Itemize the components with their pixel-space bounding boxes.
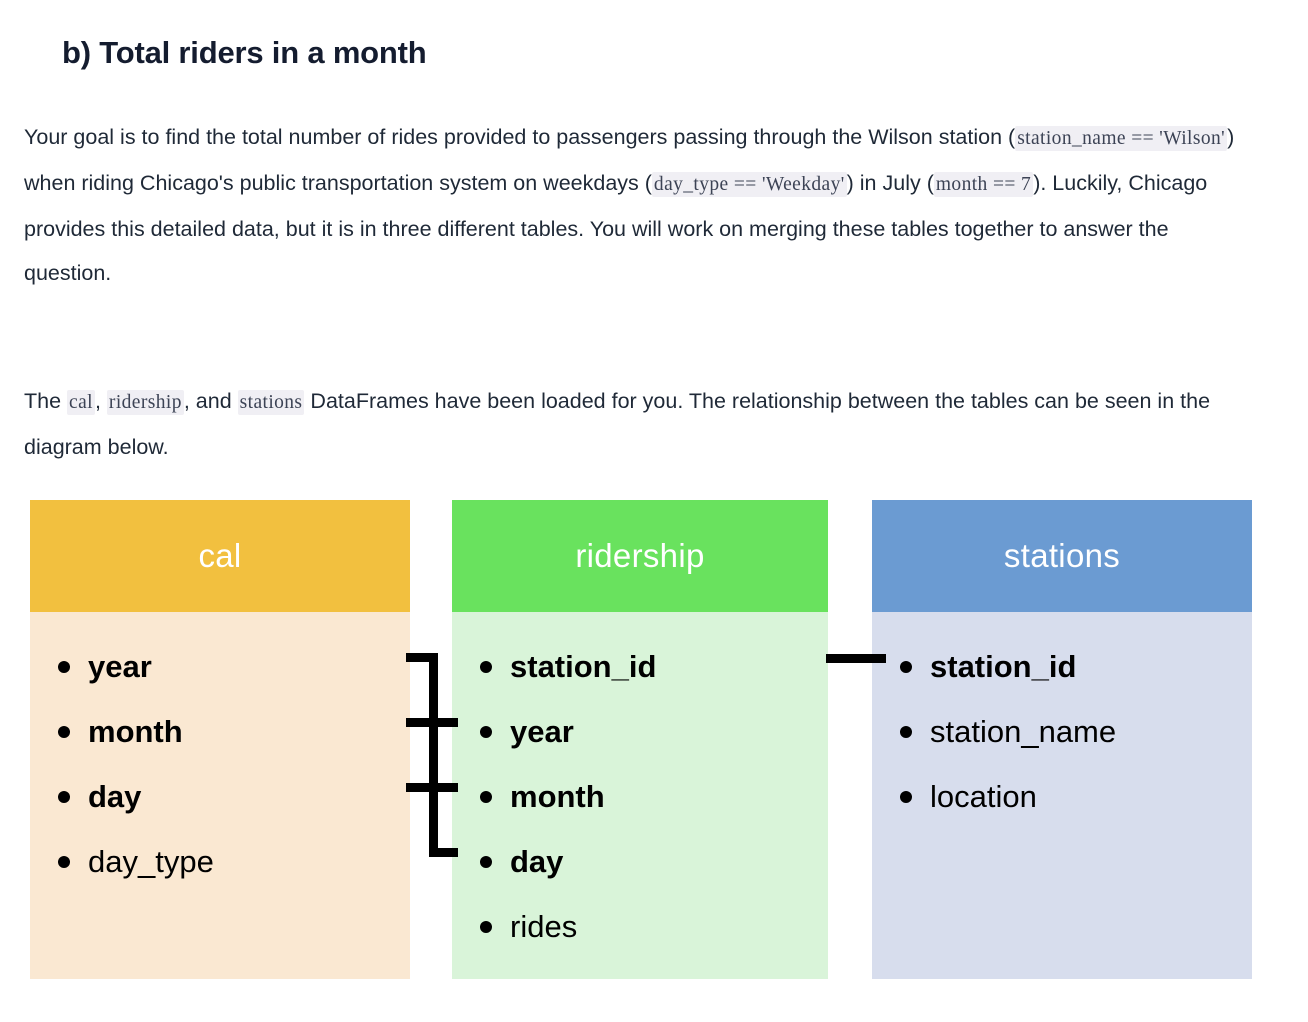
bullet-icon (900, 660, 912, 673)
connector-segment (429, 783, 458, 792)
field-label: location (930, 779, 1037, 814)
code-ridership-dataframe: ridership (106, 389, 184, 415)
field-label: rides (510, 909, 578, 944)
field-label: month (510, 779, 605, 814)
field-cal-day: day (30, 764, 410, 829)
paragraph-text-segment: ). Luckily, Chicago provides this detail… (24, 170, 1208, 285)
connector-segment (406, 783, 438, 792)
field-ridership-year: year (452, 699, 828, 764)
table-fields-cal: year month day day_type (30, 612, 410, 979)
code-cal-dataframe: cal (67, 389, 95, 415)
connector-segment (406, 653, 438, 662)
field-label: day_type (88, 844, 214, 879)
paragraph-text-segment: ) when riding Chicago's public transport… (24, 124, 1235, 195)
table-title-cal: cal (198, 537, 242, 574)
table-card-cal: cal year month day day_type (30, 500, 410, 979)
field-cal-day-type: day_type (30, 829, 410, 894)
table-header-stations: stations (872, 500, 1252, 612)
bullet-icon (900, 790, 912, 803)
bullet-icon (480, 855, 492, 868)
field-label: day (510, 844, 564, 879)
connector-segment (406, 718, 438, 727)
field-label: station_id (930, 649, 1077, 684)
bullet-icon (58, 855, 70, 868)
table-header-ridership: ridership (452, 500, 828, 612)
connector-cal-month-to-ridership-month (406, 718, 458, 792)
code-day-type-filter: day_type == 'Weekday' (651, 171, 847, 197)
field-label: month (88, 714, 183, 749)
paragraph-text-segment: The (24, 388, 68, 413)
field-ridership-rides: rides (452, 894, 828, 959)
dataframes-paragraph: The cal, ridership, and stations DataFra… (24, 379, 1256, 469)
field-ridership-day: day (452, 829, 828, 894)
field-label: day (88, 779, 142, 814)
bullet-icon (480, 920, 492, 933)
connector-segment (429, 718, 438, 792)
bullet-icon (58, 725, 70, 738)
bullet-icon (900, 725, 912, 738)
field-stations-station-name: station_name (872, 699, 1252, 764)
code-stations-dataframe: stations (237, 389, 305, 415)
paragraph-text-segment: , and (183, 388, 238, 413)
connector-cal-day-to-ridership-day (406, 783, 458, 857)
paragraph-text-segment: DataFrames have been loaded for you. The… (24, 388, 1211, 459)
field-stations-location: location (872, 764, 1252, 829)
table-card-stations: stations station_id station_name locatio… (872, 500, 1252, 979)
connector-segment (429, 653, 438, 727)
bullet-icon (480, 660, 492, 673)
table-fields-stations: station_id station_name location (872, 612, 1252, 979)
code-station-name-filter: station_name == 'Wilson' (1015, 125, 1228, 151)
page-title: b) Total riders in a month (62, 34, 427, 70)
field-ridership-station-id: station_id (452, 634, 828, 699)
field-label: station_id (510, 649, 657, 684)
connector-segment (429, 718, 458, 727)
field-label: year (510, 714, 574, 749)
table-card-ridership: ridership station_id year month day ride… (452, 500, 828, 979)
paragraph-text-segment: Your goal is to find the total number of… (24, 124, 1016, 149)
paragraph-text-segment: ) in July ( (846, 170, 934, 195)
bullet-icon (58, 660, 70, 673)
bullet-icon (480, 725, 492, 738)
table-title-stations: stations (1003, 537, 1121, 574)
field-ridership-month: month (452, 764, 828, 829)
table-fields-ridership: station_id year month day rides (452, 612, 828, 979)
connector-segment (429, 848, 458, 857)
bullet-icon (58, 790, 70, 803)
field-label: year (88, 649, 152, 684)
field-cal-year: year (30, 634, 410, 699)
table-header-cal: cal (30, 500, 410, 612)
code-month-filter: month == 7 (933, 171, 1034, 197)
bullet-icon (480, 790, 492, 803)
field-label: station_name (930, 714, 1117, 749)
field-stations-station-id: station_id (872, 634, 1252, 699)
connector-segment (826, 654, 886, 663)
field-cal-month: month (30, 699, 410, 764)
connector-cal-year-to-ridership-year (406, 653, 458, 727)
table-title-ridership: ridership (575, 537, 705, 574)
intro-paragraph: Your goal is to find the total number of… (24, 115, 1256, 295)
connector-ridership-station-id-to-stations-station-id (826, 654, 886, 663)
connector-segment (429, 783, 438, 857)
paragraph-text-segment: , (94, 388, 107, 413)
